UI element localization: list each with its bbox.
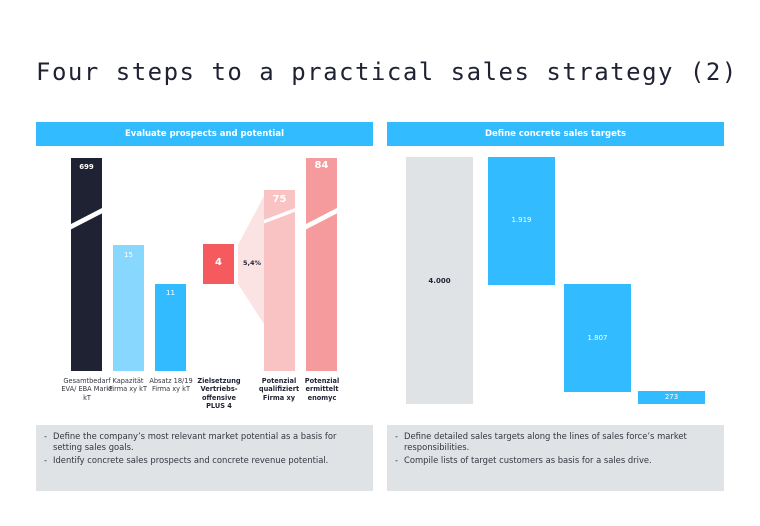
- page-title: Four steps to a practical sales strategy…: [36, 58, 738, 86]
- right-panel-header: Define concrete sales targets: [387, 122, 724, 146]
- waterfall-value-1: 1.919: [511, 216, 532, 224]
- value-label-gesamtbedarf: 699: [79, 163, 94, 171]
- left-bullet-2: Identify concrete sales prospects and co…: [44, 455, 365, 466]
- waterfall-bar-1: [488, 157, 555, 285]
- right-bullet-2: Compile lists of target customers as bas…: [395, 455, 716, 466]
- right-notes: Define detailed sales targets along the …: [387, 425, 724, 491]
- waterfall-value-total: 4.000: [428, 277, 451, 285]
- category-label-potenzial-qualifiziert: Potenzial qualifiziert Firma xy: [258, 377, 300, 402]
- bar-potenzial-ermittelt: [306, 158, 337, 371]
- right-bullet-1: Define detailed sales targets along the …: [395, 431, 716, 453]
- category-label-kapazitaet: Kapazität Firma xy kT: [108, 377, 148, 394]
- waterfall-value-3: 273: [664, 393, 679, 401]
- waterfall-bar-3: [638, 391, 705, 404]
- left-bullet-1: Define the company’s most relevant marke…: [44, 431, 365, 453]
- bar-gesamtbedarf: [71, 158, 102, 371]
- bar-potenzial-qualifiziert: [264, 190, 295, 371]
- left-panel-header: Evaluate prospects and potential: [36, 122, 373, 146]
- category-label-zielsetzung: Zielsetzung Vertriebs-offensive PLUS 4: [197, 377, 241, 411]
- category-label-gesamtbedarf: Gesamtbedarf EVA/ EBA Markt kT: [61, 377, 113, 402]
- bar-absatz: [155, 284, 186, 371]
- left-notes: Define the company’s most relevant marke…: [36, 425, 373, 491]
- bar-zielsetzung: [203, 244, 234, 284]
- value-label-potenzial-ermittelt: 84: [314, 160, 329, 171]
- growth-annotation: 5,4%: [242, 259, 262, 267]
- category-label-potenzial-ermittelt: Potenzial ermittelt enomyc: [304, 377, 340, 402]
- value-label-kapazitaet: 15: [124, 251, 133, 259]
- bar-kapazitaet: [113, 245, 144, 371]
- value-label-potenzial-qualifiziert: 75: [272, 194, 287, 205]
- funnel-connector: [238, 196, 264, 324]
- waterfall-value-2: 1.807: [587, 334, 608, 342]
- value-label-zielsetzung: 4: [215, 257, 222, 268]
- value-label-absatz: 11: [166, 289, 175, 297]
- waterfall-bar-total: [406, 157, 473, 404]
- waterfall-bar-2: [564, 284, 631, 392]
- category-label-absatz: Absatz 18/19 Firma xy kT: [149, 377, 193, 394]
